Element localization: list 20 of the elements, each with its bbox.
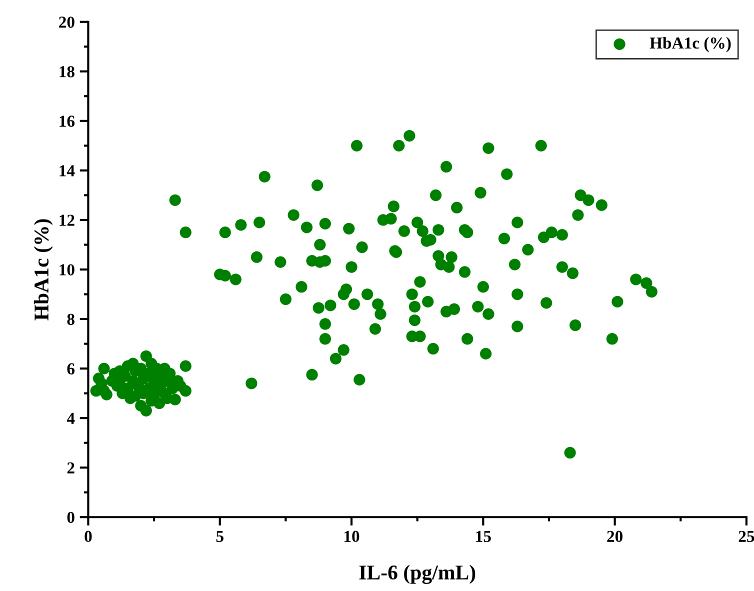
x-tick-label: 0 xyxy=(84,530,92,542)
y-tick-label: 16 xyxy=(60,116,75,127)
x-tick-label: 20 xyxy=(607,530,623,542)
y-tick-label: 14 xyxy=(60,165,75,176)
y-tick-label: 6 xyxy=(67,363,75,374)
y-tick-label: 0 xyxy=(67,512,74,524)
x-tick-label: 25 xyxy=(738,530,754,542)
y-tick-label: 20 xyxy=(59,16,74,28)
legend-label: HbA1c (%) xyxy=(650,36,731,52)
y-tick-label: 2 xyxy=(67,462,74,474)
x-tick-label: 15 xyxy=(476,530,491,542)
x-tick-label: 10 xyxy=(344,530,360,542)
y-axis-title: HbA1c (%) xyxy=(34,219,53,320)
y-tick-label: 8 xyxy=(67,314,74,325)
x-axis-title: IL-6 (pg/mL) xyxy=(359,564,476,584)
y-tick-label: 10 xyxy=(60,264,74,276)
y-tick-label: 18 xyxy=(60,66,74,78)
y-tick-label: 12 xyxy=(60,214,74,226)
x-tick-label: 5 xyxy=(216,530,224,542)
y-tick-label: 4 xyxy=(66,412,75,424)
